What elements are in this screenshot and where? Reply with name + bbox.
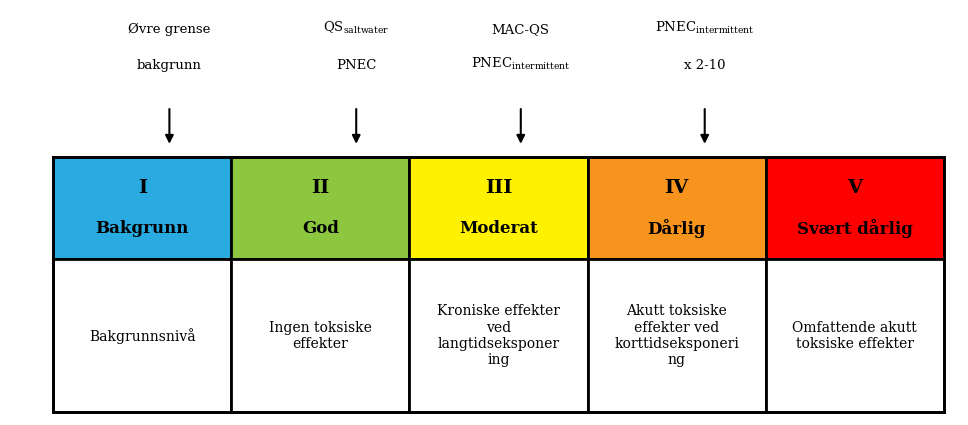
Text: Akutt toksiske
effekter ved
korttidseksponeri
ng: Akutt toksiske effekter ved korttidseksp… — [614, 304, 740, 367]
Bar — [53, 157, 944, 412]
Text: Moderat: Moderat — [459, 220, 538, 237]
Bar — [766, 259, 944, 412]
Bar — [53, 157, 231, 259]
Text: V: V — [847, 179, 862, 197]
Bar — [409, 259, 588, 412]
Text: PNEC$_\mathregular{intermittent}$: PNEC$_\mathregular{intermittent}$ — [471, 56, 570, 72]
Text: Bakgrunn: Bakgrunn — [96, 220, 189, 237]
Bar — [231, 157, 409, 259]
Bar — [409, 157, 588, 259]
Text: I: I — [137, 179, 147, 197]
Text: PNEC: PNEC — [336, 59, 377, 72]
Text: PNEC$_\mathregular{intermittent}$: PNEC$_\mathregular{intermittent}$ — [655, 20, 754, 36]
Bar — [231, 259, 409, 412]
Text: bakgrunn: bakgrunn — [136, 59, 202, 72]
Text: Kroniske effekter
ved
langtidseksponer
ing: Kroniske effekter ved langtidseksponer i… — [437, 304, 560, 367]
Text: God: God — [302, 220, 339, 237]
Text: III: III — [485, 179, 512, 197]
Text: Øvre grense: Øvre grense — [128, 23, 211, 36]
Text: Svært dårlig: Svært dårlig — [797, 219, 913, 238]
Text: Dårlig: Dårlig — [648, 219, 706, 238]
Text: MAC-QS: MAC-QS — [492, 23, 550, 36]
Text: Ingen toksiske
effekter: Ingen toksiske effekter — [269, 320, 372, 351]
Bar — [588, 157, 766, 259]
Bar — [766, 157, 944, 259]
Text: QS$_\mathregular{saltwater}$: QS$_\mathregular{saltwater}$ — [323, 20, 389, 36]
Bar — [53, 259, 231, 412]
Text: x 2-10: x 2-10 — [684, 59, 725, 72]
Text: II: II — [312, 179, 329, 197]
Text: Bakgrunnsnivå: Bakgrunnsnivå — [89, 328, 196, 344]
Text: Omfattende akutt
toksiske effekter: Omfattende akutt toksiske effekter — [793, 320, 917, 351]
Bar — [588, 259, 766, 412]
Text: IV: IV — [664, 179, 689, 197]
